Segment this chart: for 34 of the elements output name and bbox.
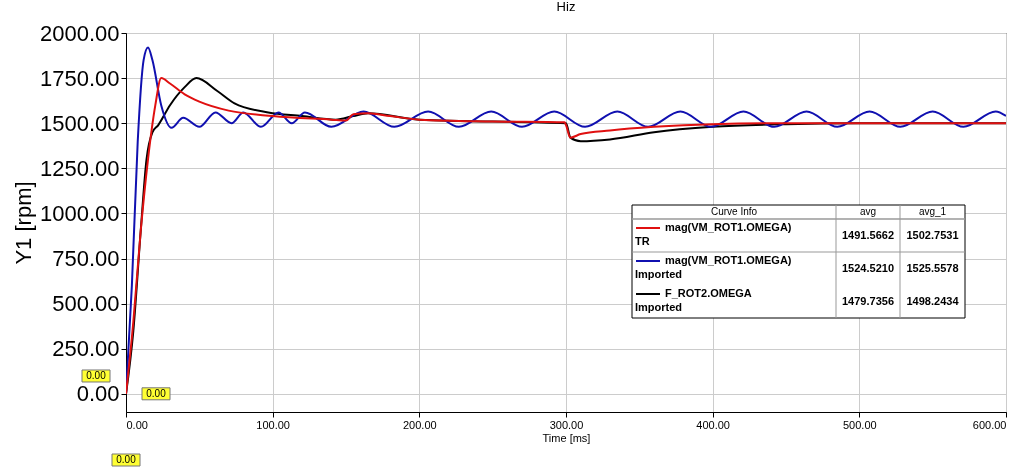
annotation: 1525.5578 [906,261,959,274]
annotation: 1524.5210 [842,261,894,274]
annotation: 1498.2434 [906,294,960,307]
y-tick-label: 1500.00 [39,110,120,136]
x-tick-label: 600.00 [972,418,1007,431]
y-tick-label: 1750.00 [39,65,120,91]
chart-title: Hiz [556,0,576,14]
y-tick-label: 1000.00 [39,200,120,226]
annotation: avg [859,206,877,217]
annotation: avg_1 [918,206,947,217]
y-tick-label: 1250.00 [39,155,120,181]
annotation: 1479.7356 [842,294,894,307]
legend-label: F_ROT2.OMEGA Imported [635,287,752,313]
x-tick-label: 100.00 [256,418,290,431]
text: 0.00 [86,369,107,381]
y-tick-label: 2000.00 [39,20,120,46]
x-axis-title: Time [ms] [542,431,591,444]
x-tick-label: 300.00 [549,418,584,431]
y-tick-label: 0.00 [76,381,120,407]
x-tick-label: 400.00 [696,418,730,431]
x-tick-label: 500.00 [843,418,877,431]
legend-label: mag(VM_ROT1.OMEGA) Imported [635,254,792,280]
y-axis-title: Y1 [rpm] [10,181,36,265]
annotation: 1491.5662 [842,228,894,241]
x-tick-label: 0.00 [126,418,148,431]
annotation: 0.00 [146,387,167,399]
text: mag(VM_ROT1.OMEGA) TR [635,221,792,247]
annotation: 1502.7531 [906,228,959,241]
annotation: Curve Info [710,206,758,217]
y-tick-label: 500.00 [52,291,120,317]
text: 0.00 [116,454,137,465]
y-tick-label: 750.00 [52,246,120,272]
x-tick-label: 200.00 [403,418,437,431]
y-tick-label: 250.00 [52,336,120,362]
